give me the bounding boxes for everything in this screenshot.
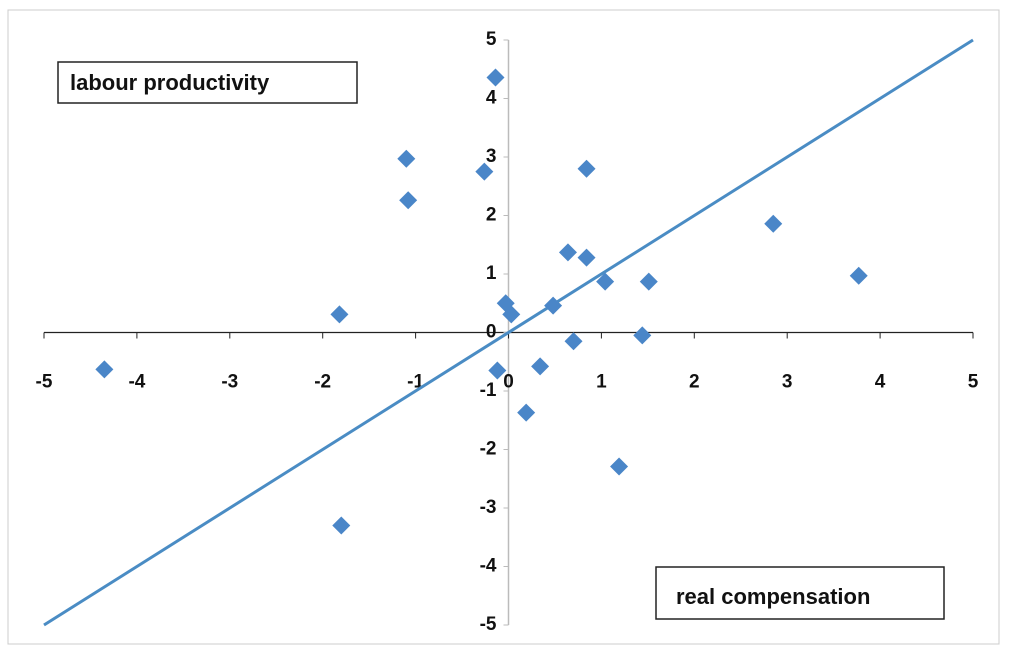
point — [610, 457, 629, 476]
point — [577, 159, 596, 178]
y-tick-label: -1 — [480, 380, 497, 401]
chart-frame — [7, 9, 1000, 645]
x-tick-label: -4 — [128, 372, 145, 393]
x-tick-label: 4 — [875, 372, 886, 393]
annotation-box — [57, 61, 358, 104]
x-tick-label: -5 — [36, 372, 53, 393]
x-tick-label: 2 — [689, 372, 700, 393]
point — [332, 516, 351, 535]
x-tick-label: -2 — [314, 372, 331, 393]
x-tick-label: 0 — [503, 372, 514, 393]
point — [397, 149, 416, 168]
y-tick-label: 5 — [486, 29, 497, 50]
point — [502, 305, 521, 324]
y-tick-label: -2 — [480, 439, 497, 460]
point — [399, 191, 418, 210]
y-tick-label: 3 — [486, 146, 497, 167]
x-tick-label: 3 — [782, 372, 793, 393]
point — [486, 68, 505, 87]
point — [488, 361, 507, 380]
y-tick-label: 0 — [486, 322, 497, 343]
y-tick-label: 1 — [486, 263, 497, 284]
x-tick-label: 5 — [968, 372, 979, 393]
annotation: labour productivity — [70, 70, 270, 95]
y-tick-label: 4 — [486, 88, 497, 109]
point — [544, 296, 563, 315]
point — [596, 272, 615, 291]
point — [633, 326, 652, 345]
point — [577, 248, 596, 267]
y-tick-label: 2 — [486, 205, 497, 226]
point — [475, 162, 494, 181]
point — [564, 332, 583, 351]
reference-line — [43, 38, 974, 627]
y-tick-label: -4 — [480, 556, 497, 577]
point — [531, 357, 550, 376]
point — [764, 214, 783, 233]
annotation: real compensation — [676, 584, 870, 609]
point — [558, 243, 577, 262]
x-tick-label: -3 — [221, 372, 238, 393]
point — [517, 403, 536, 422]
point — [849, 266, 868, 285]
y-tick-label: -3 — [480, 497, 497, 518]
y-tick-label: -5 — [480, 614, 497, 635]
point — [639, 272, 658, 291]
x-tick-label: 1 — [596, 372, 607, 393]
point — [95, 360, 114, 379]
point — [330, 305, 349, 324]
annotation-box — [655, 566, 945, 620]
